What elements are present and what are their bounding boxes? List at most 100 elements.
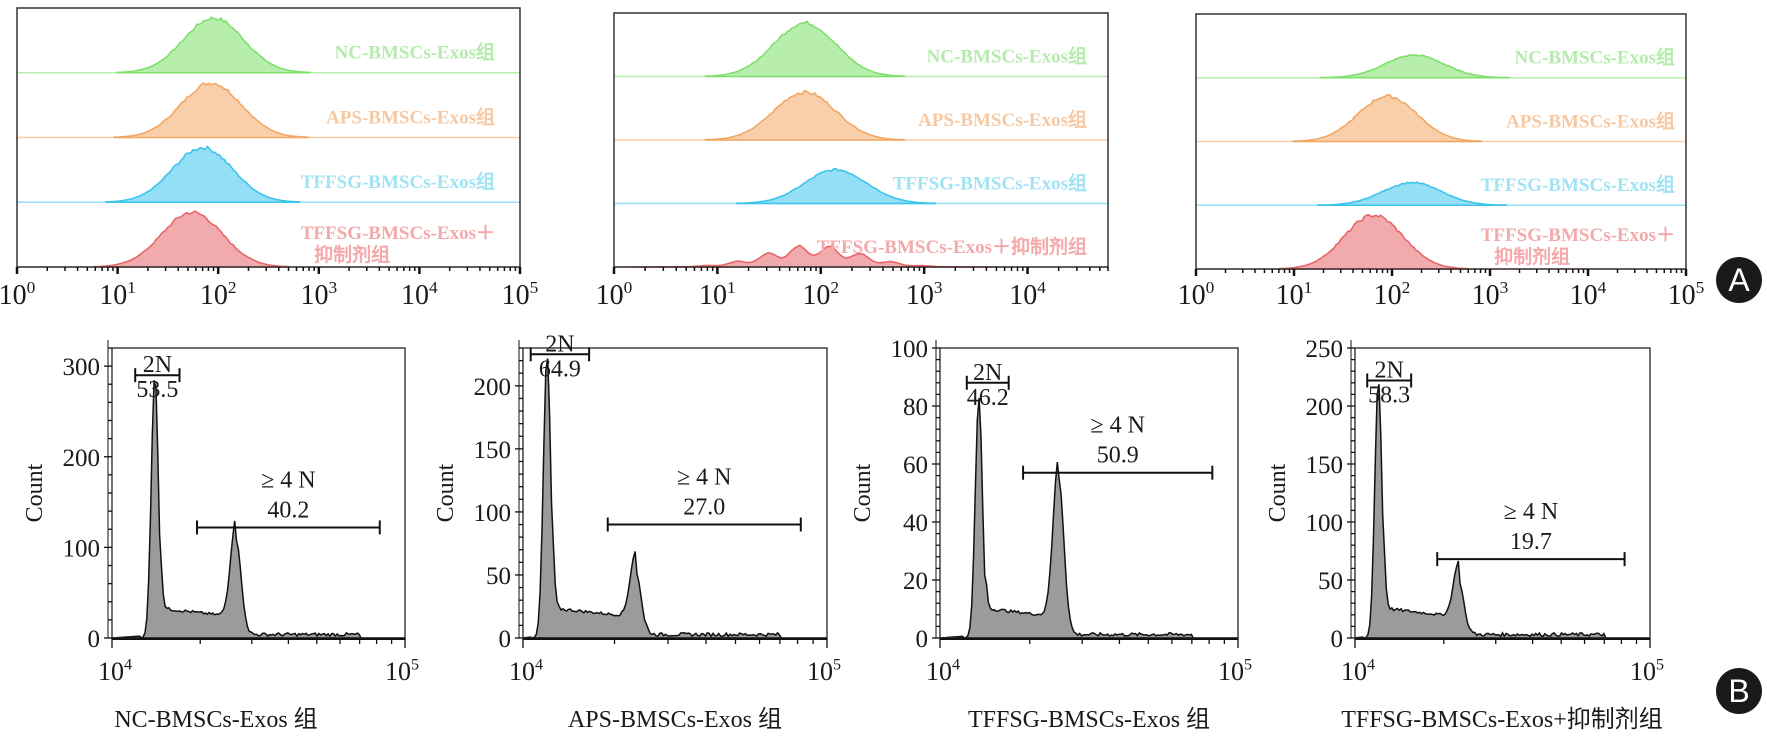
x-tick-label: 105 xyxy=(502,278,539,311)
x-tick-label: 100 xyxy=(0,278,36,311)
y-tick-label: 200 xyxy=(1306,394,1344,421)
y-tick-label: 80 xyxy=(903,394,928,421)
series-label: 抑制剂组 xyxy=(314,243,390,266)
y-axis-label: Count xyxy=(850,463,876,522)
series-label: APS-BMSCs-Exos组 xyxy=(326,105,495,128)
x-tick-label: 100 xyxy=(596,278,633,311)
y-tick-label: 60 xyxy=(903,452,928,479)
series-label: NC-BMSCs-Exos组 xyxy=(1515,46,1675,69)
y-tick-label: 0 xyxy=(88,626,101,653)
y-tick-label: 50 xyxy=(1318,568,1343,595)
gate-value: 46.2 xyxy=(967,385,1009,411)
y-tick-label: 100 xyxy=(63,535,101,562)
series-label: APS-BMSCs-Exos组 xyxy=(1506,109,1675,132)
x-tick-label: 102 xyxy=(1374,278,1411,311)
panel-badge-b: B xyxy=(1716,668,1762,714)
series-label: NC-BMSCs-Exos组 xyxy=(335,41,495,64)
dna-histogram xyxy=(522,358,827,639)
x-tick-label: 103 xyxy=(1472,278,1509,311)
gate-label: 2N xyxy=(1375,357,1404,383)
y-tick-label: 150 xyxy=(1306,452,1344,479)
gate-value: 58.3 xyxy=(1368,382,1410,408)
series-histogram xyxy=(1278,214,1469,270)
gate-label: ≥ 4 N xyxy=(1090,413,1145,439)
gate-value: 19.7 xyxy=(1510,529,1552,555)
x-tick-label: 103 xyxy=(300,278,337,311)
gate-value: 40.2 xyxy=(267,497,309,523)
dna-histogram xyxy=(1354,384,1650,639)
x-tick-label: 104 xyxy=(1570,278,1607,311)
gate-label: 2N xyxy=(143,352,172,378)
y-tick-label: 20 xyxy=(903,568,928,595)
dna-histogram xyxy=(111,380,405,639)
histogram-panel-a3: NC-BMSCs-Exos组 APS-BMSCs-Exos组 TFFSG-BMSCs… xyxy=(1178,13,1705,311)
gate-value: 50.9 xyxy=(1097,443,1139,469)
x-tick-label: 105 xyxy=(1218,657,1252,686)
series-histogram xyxy=(105,145,301,204)
y-axis-label: Count xyxy=(1265,463,1291,522)
cell-cycle-panel-b4: 0 50 100 150 200 250 104 105 Count TFFSG-BMSCs-Ex… xyxy=(1265,336,1664,733)
series-label: TFFSG-BMSCs-Exos＋抑制剂组 xyxy=(817,235,1087,258)
y-tick-label: 100 xyxy=(891,336,929,363)
x-tick-label: 100 xyxy=(1178,278,1215,311)
y-tick-label: 0 xyxy=(916,626,929,653)
y-tick-label: 50 xyxy=(486,563,511,590)
series-histogram xyxy=(704,89,905,141)
series-label: NC-BMSCs-Exos组 xyxy=(927,45,1087,68)
x-tick-label: 105 xyxy=(1630,657,1664,686)
x-tick-label: 104 xyxy=(926,657,960,686)
gate-label: 2N xyxy=(545,331,574,357)
gate-value: 27.0 xyxy=(683,495,725,521)
series-histogram xyxy=(1319,53,1510,79)
y-tick-label: 0 xyxy=(1331,626,1344,653)
gate-value: 53.5 xyxy=(136,377,178,403)
x-axis-label: TFFSG-BMSCs-Exos 组 xyxy=(968,706,1210,733)
y-tick-label: 200 xyxy=(63,445,101,472)
x-tick-label: 102 xyxy=(802,278,839,311)
x-tick-label: 101 xyxy=(99,278,136,311)
cell-cycle-panel-b1: 0 100 200 300 104 105 Count NC-BMSCs-Exos 组 2N53… xyxy=(22,340,419,733)
dna-histogram xyxy=(939,397,1238,639)
x-axis-label: APS-BMSCs-Exos 组 xyxy=(568,706,782,733)
x-tick-label: 102 xyxy=(200,278,237,311)
x-tick-label: 104 xyxy=(1341,657,1375,686)
plot-frame xyxy=(1195,13,1687,270)
y-tick-label: 0 xyxy=(499,626,512,653)
x-tick-label: 105 xyxy=(1668,278,1705,311)
x-tick-label: 105 xyxy=(385,657,419,686)
series-label: TFFSG-BMSCs-Exos＋ xyxy=(301,223,495,244)
gate-label: 2N xyxy=(973,360,1002,386)
y-tick-label: 300 xyxy=(63,354,101,381)
cell-cycle-panel-b2: 0 50 100 150 200 104 105 Count APS-BMSCs-Exos 组 2… xyxy=(433,331,841,733)
y-tick-label: 250 xyxy=(1306,336,1344,363)
series-label: 抑制剂组 xyxy=(1494,245,1570,268)
series-histogram xyxy=(735,167,937,205)
panel-badge-a: A xyxy=(1716,257,1762,303)
y-tick-label: 150 xyxy=(474,437,512,464)
x-tick-label: 103 xyxy=(906,278,943,311)
x-tick-label: 101 xyxy=(699,278,736,311)
y-tick-label: 100 xyxy=(474,500,512,527)
x-tick-label: 104 xyxy=(401,278,438,311)
series-label: TFFSG-BMSCs-Exos组 xyxy=(1481,173,1675,196)
x-tick-label: 105 xyxy=(807,657,841,686)
series-histogram xyxy=(1316,181,1508,207)
series-histogram xyxy=(116,16,312,74)
y-axis-label: Count xyxy=(22,463,48,522)
histogram-panel-a1: NC-BMSCs-Exos组 APS-BMSCs-Exos组 TFFSG-BMSCs… xyxy=(0,7,539,311)
y-tick-label: 40 xyxy=(903,510,928,537)
series-histogram xyxy=(1292,93,1483,143)
series-histogram xyxy=(704,20,905,78)
series-label: APS-BMSCs-Exos组 xyxy=(918,108,1087,131)
plot-frame xyxy=(613,12,1109,268)
y-axis-label: Count xyxy=(433,463,459,522)
x-tick-label: 104 xyxy=(509,657,543,686)
series-label: TFFSG-BMSCs-Exos组 xyxy=(301,170,495,193)
gate-value: 64.9 xyxy=(539,356,581,382)
histogram-panel-a2: NC-BMSCs-Exos组 APS-BMSCs-Exos组 TFFSG-BMSCs… xyxy=(596,12,1109,311)
gate-label: ≥ 4 N xyxy=(677,465,732,491)
series-histogram xyxy=(113,82,309,139)
y-tick-label: 100 xyxy=(1306,510,1344,537)
y-tick-label: 200 xyxy=(474,374,512,401)
